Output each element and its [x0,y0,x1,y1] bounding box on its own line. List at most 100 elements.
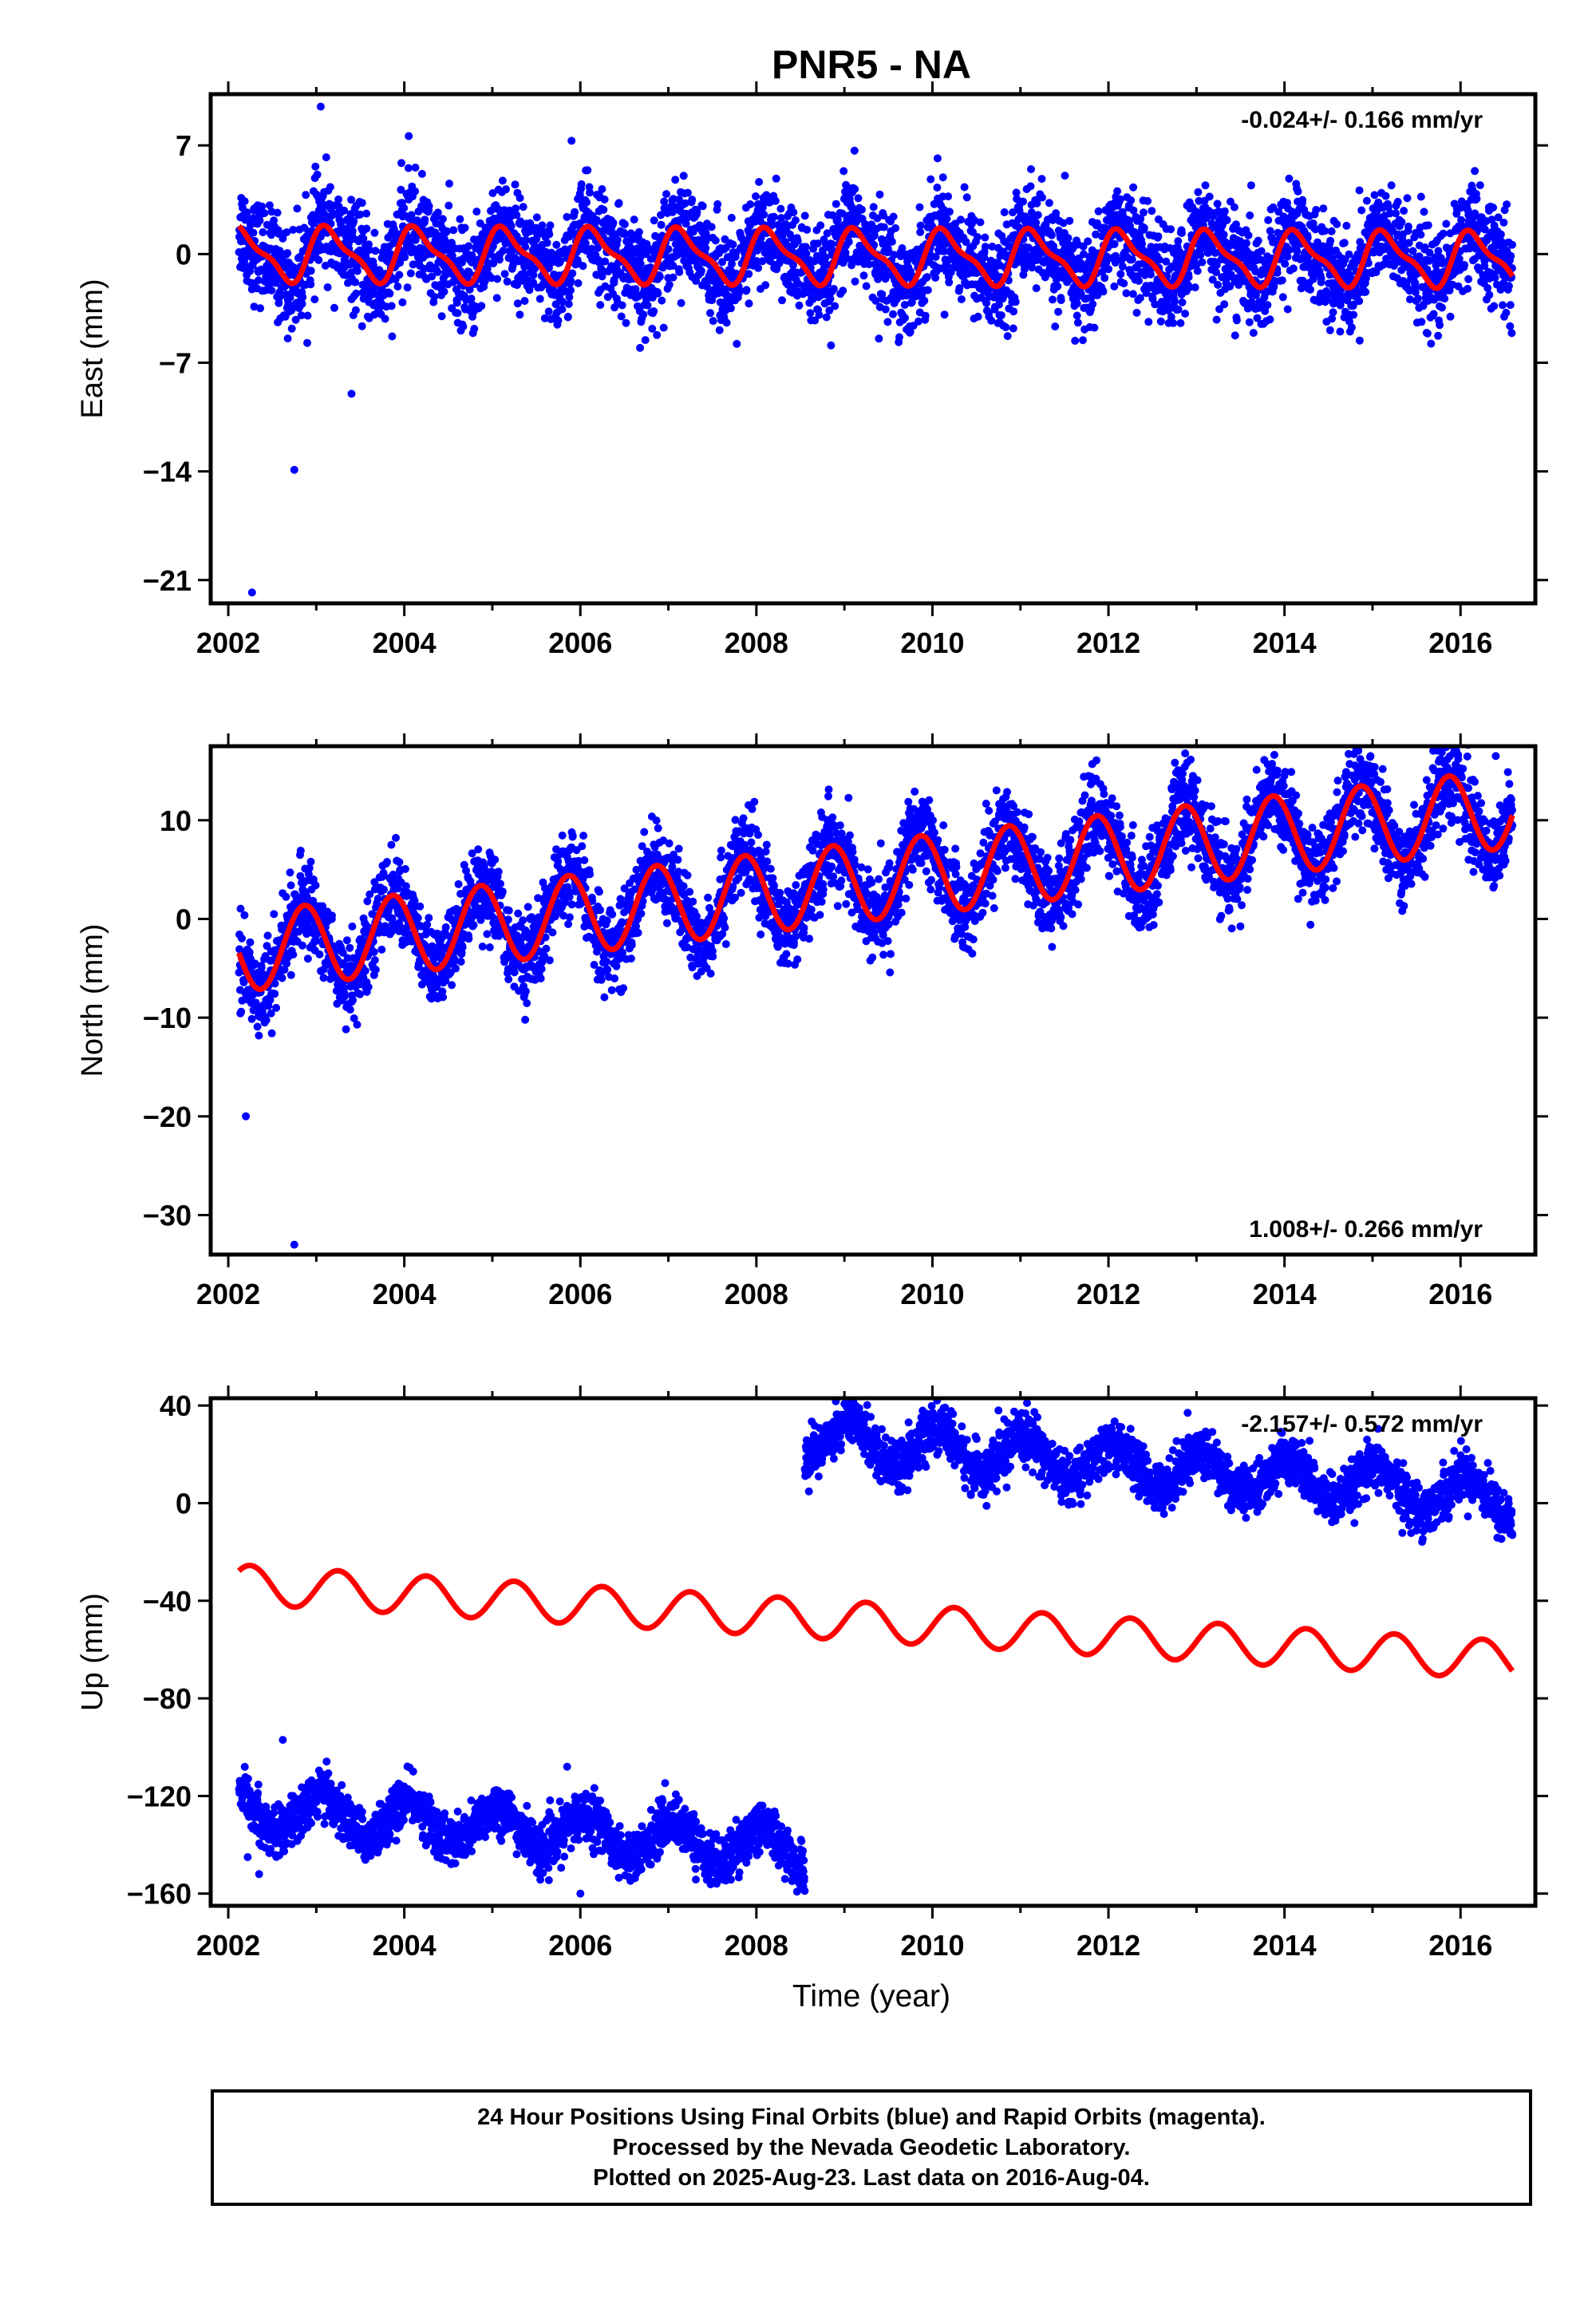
east-data-point [926,175,935,184]
east-data-point [583,166,592,175]
east-data-point [387,302,396,310]
east-data-point [371,247,380,255]
east-data-point [567,276,575,285]
east-data-point [1254,236,1262,245]
east-data-point [1502,308,1511,317]
east-data-point [1196,251,1205,259]
east-data-point [825,306,834,314]
north-data-point [286,970,295,979]
east-data-point [760,210,768,219]
east-data-point [1246,211,1254,219]
east-data-point [347,196,356,204]
east-data-point [1424,221,1432,230]
east-data-point [287,324,296,333]
east-data-point [559,298,567,306]
east-data-point [1132,308,1141,317]
east-data-point [613,235,622,244]
east-data-point [688,196,697,204]
east-data-point [1266,227,1274,235]
east-data-point [823,229,832,238]
north-data-point [238,934,246,943]
east-data-point [728,259,736,268]
east-data-point [511,180,519,189]
east-data-point [1009,307,1018,316]
east-data-point [579,262,587,271]
north-data-point [392,833,400,842]
east-data-point [601,257,610,266]
east-data-point [314,255,323,264]
east-data-point [397,185,405,194]
east-data-point [945,278,954,287]
east-data-point [1507,329,1516,338]
east-data-point [356,210,365,219]
east-data-point [813,239,822,248]
east-data-point [298,299,306,308]
east-data-point [1174,305,1183,314]
east-data-point [411,164,420,172]
east-data-point [459,322,468,331]
east-data-point [942,215,951,223]
east-data-point [890,251,899,259]
y-tick-label: −21 [143,564,192,597]
east-data-point [1205,192,1214,201]
east-data-point [1340,239,1349,247]
east-data-point [1011,298,1020,306]
east-data-point [596,301,605,310]
east-data-point [655,272,664,281]
east-data-point [683,188,692,197]
east-data-point [1118,263,1127,271]
east-data-point [467,294,476,303]
east-data-point [351,306,360,314]
east-data-point [351,278,360,287]
east-data-point [411,187,420,196]
north-data-point [341,991,350,1000]
east-data-point [829,285,838,293]
east-data-point [456,215,464,223]
east-data-point [437,312,446,321]
east-data-point [350,217,358,226]
east-data-point [1048,231,1056,239]
east-data-point [1244,231,1253,239]
x-tick-label: 2014 [1253,626,1317,659]
east-data-point [1178,298,1187,306]
east-data-point [1154,232,1163,241]
east-data-point [522,235,530,244]
east-data-point [1140,223,1148,232]
east-data-point [1499,301,1507,310]
east-data-point [1232,316,1241,325]
east-data-point [936,264,944,273]
east-data-point [563,212,571,221]
east-data-point [498,176,507,185]
east-data-point [1144,196,1152,205]
east-data-point [669,262,678,270]
east-data-point [1054,307,1063,316]
north-data-point [312,937,321,946]
east-data-point [516,194,524,203]
east-data-point [1327,227,1336,235]
east-data-point [310,295,319,304]
north-data-point [342,1025,350,1034]
east-data-point [789,261,797,270]
east-data-point [1144,318,1153,326]
east-data-point [267,286,276,294]
east-data-point [869,203,878,211]
east-data-point [854,194,863,203]
east-data-point [470,325,479,333]
east-data-point [1293,247,1302,255]
east-data-point [850,146,859,155]
east-data-point [1504,282,1513,290]
east-data-point [706,309,714,318]
east-data-point [516,217,525,226]
east-data-point [460,223,469,232]
north-data-point [303,954,312,963]
north-data-point [246,938,255,947]
east-data-point [697,267,705,275]
east-data-point [362,209,371,218]
east-data-point [671,176,680,184]
east-data-point [583,198,591,207]
east-data-point [803,225,812,234]
east-data-point [503,277,512,286]
east-data-point [358,322,366,330]
east-data-point [1393,197,1402,206]
east-data-point [564,300,573,308]
